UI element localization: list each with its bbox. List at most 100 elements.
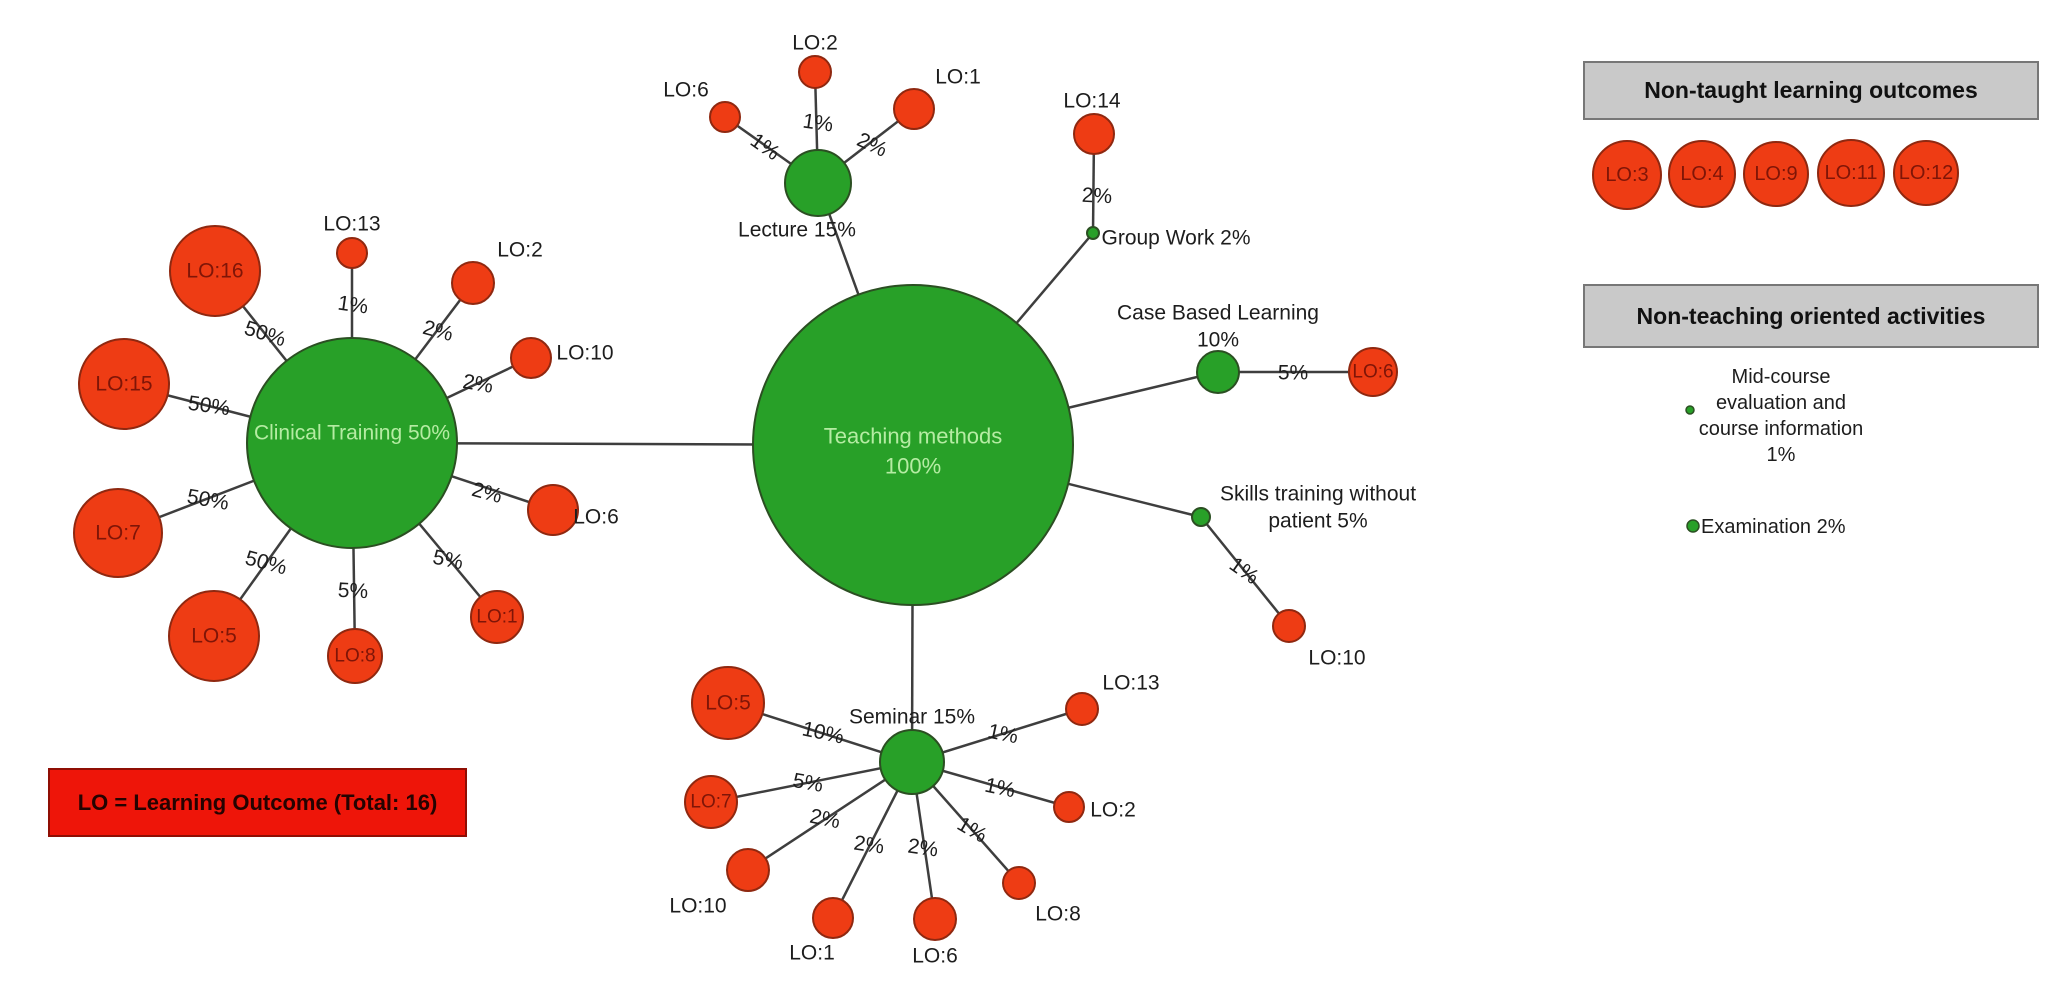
hub-label-group-work: Group Work 2% — [1102, 227, 1251, 250]
satellite-seminar-lo-5 — [691, 666, 765, 740]
hub-label-skills-training: patient 5% — [1268, 510, 1367, 533]
satellite-label-lecture-lo-1: LO:1 — [935, 66, 981, 89]
satellite-lecture-lo-1 — [893, 88, 935, 130]
pct-label-clinical-training-lo-13: 1% — [336, 291, 369, 318]
satellite-clinical-training-lo-2 — [451, 261, 495, 305]
pct-label-seminar-lo-6: 2% — [906, 834, 939, 861]
non-taught-circle-2 — [1668, 140, 1736, 208]
satellite-label-seminar-lo-10: LO:10 — [669, 895, 726, 918]
pct-label-clinical-training-lo-8: 5% — [337, 579, 369, 604]
non-taught-circle-4 — [1817, 139, 1885, 207]
pct-label-seminar-lo-7: 5% — [791, 769, 825, 797]
satellite-label-seminar-lo-2: LO:2 — [1090, 799, 1136, 822]
hub-label-teaching-methods: Teaching methods — [824, 424, 1003, 449]
satellite-seminar-lo-8 — [1002, 866, 1036, 900]
hub-teaching-methods — [752, 284, 1074, 606]
satellite-label-clinical-training-lo-7: LO:7 — [95, 522, 141, 545]
non-teaching-activities-header: Non-teaching oriented activities — [1583, 284, 2039, 348]
activity-label-mid-course-evaluation: course information — [1699, 418, 1864, 440]
satellite-label-clinical-training-lo-8: LO:8 — [334, 646, 375, 667]
pct-label-clinical-training-lo-2: 2% — [420, 316, 455, 346]
satellite-label-clinical-training-lo-15: LO:15 — [95, 373, 152, 396]
hub-seminar — [879, 729, 945, 795]
non-taught-outcomes-title: Non-taught learning outcomes — [1644, 77, 1978, 103]
pct-label-seminar-lo-8: 1% — [953, 812, 991, 847]
pct-label-clinical-training-lo-16: 50% — [241, 317, 288, 352]
satellite-clinical-training-lo-16 — [169, 225, 261, 317]
satellite-label-seminar-lo-8: LO:8 — [1035, 903, 1081, 926]
legend-note-text: LO = Learning Outcome (Total: 16) — [77, 789, 438, 815]
pct-label-clinical-training-lo-1: 5% — [431, 546, 465, 575]
satellite-clinical-training-lo-10 — [510, 337, 552, 379]
pct-label-seminar-lo-2: 1% — [983, 774, 1017, 803]
legend-note-box: LO = Learning Outcome (Total: 16) — [48, 768, 467, 837]
non-taught-label-1: LO:3 — [1605, 164, 1648, 186]
satellite-label-case-based-learning-lo-6: LO:6 — [1352, 362, 1393, 383]
hub-group-work — [1086, 226, 1100, 240]
satellite-label-clinical-training-lo-10: LO:10 — [556, 342, 613, 365]
satellite-lecture-lo-6 — [709, 101, 741, 133]
edge-skills-training-lo-10 — [1200, 516, 1290, 627]
satellite-seminar-lo-1 — [812, 897, 854, 939]
pct-label-clinical-training-lo-6: 2% — [469, 478, 504, 508]
hub-skills-training — [1191, 507, 1211, 527]
satellite-label-group-work-lo-14: LO:14 — [1063, 90, 1121, 113]
hub-label-teaching-methods: 100% — [885, 454, 941, 479]
hub-label-case-based-learning: Case Based Learning — [1117, 302, 1319, 325]
activity-dot-examination — [1686, 519, 1700, 533]
edge-seminar-lo-7 — [710, 760, 913, 804]
hub-label-lecture: Lecture 15% — [738, 219, 856, 242]
satellite-label-clinical-training-lo-1: LO:1 — [476, 607, 517, 628]
satellite-clinical-training-lo-5 — [168, 590, 260, 682]
pct-label-seminar-lo-13: 1% — [986, 720, 1020, 749]
activity-dot-mid-course-evaluation — [1685, 405, 1695, 415]
satellite-clinical-training-lo-8 — [327, 628, 383, 684]
pct-label-case-based-learning-lo-6: 5% — [1278, 362, 1308, 385]
satellite-seminar-lo-10 — [726, 848, 770, 892]
pct-label-seminar-lo-1: 2% — [852, 831, 885, 858]
non-taught-circle-1 — [1592, 140, 1662, 210]
pct-label-seminar-lo-5: 10% — [800, 717, 846, 748]
satellite-label-clinical-training-lo-5: LO:5 — [191, 625, 237, 648]
satellite-seminar-lo-6 — [913, 897, 957, 941]
hub-label-case-based-learning: 10% — [1197, 329, 1239, 352]
satellite-label-seminar-lo-13: LO:13 — [1102, 672, 1159, 695]
satellite-lecture-lo-2 — [798, 55, 832, 89]
hub-label-skills-training: Skills training without — [1220, 483, 1416, 506]
activity-label-mid-course-evaluation: 1% — [1767, 444, 1796, 466]
satellite-label-clinical-training-lo-16: LO:16 — [186, 260, 243, 283]
non-taught-label-3: LO:9 — [1754, 163, 1797, 185]
hub-label-seminar: Seminar 15% — [849, 706, 975, 729]
pct-label-clinical-training-lo-7: 50% — [185, 485, 230, 515]
non-taught-label-5: LO:12 — [1899, 162, 1953, 184]
satellite-seminar-lo-2 — [1053, 791, 1085, 823]
non-taught-circle-3 — [1743, 141, 1809, 207]
hub-label-clinical-training: Clinical Training 50% — [254, 422, 450, 445]
non-teaching-activities-title: Non-teaching oriented activities — [1636, 302, 1986, 329]
pct-label-skills-training-lo-10: 1% — [1225, 553, 1263, 589]
satellite-label-seminar-lo-1: LO:1 — [789, 942, 835, 965]
pct-label-clinical-training-lo-15: 50% — [187, 392, 232, 421]
hub-lecture — [784, 149, 852, 217]
non-taught-label-2: LO:4 — [1680, 163, 1723, 185]
satellite-group-work-lo-14 — [1073, 113, 1115, 155]
activity-label-examination: Examination 2% — [1701, 516, 1846, 538]
pct-label-lecture-lo-6: 1% — [746, 129, 784, 165]
satellite-label-clinical-training-lo-6: LO:6 — [573, 506, 619, 529]
pct-label-group-work-lo-14: 2% — [1081, 184, 1113, 209]
pct-label-clinical-training-lo-5: 50% — [243, 546, 290, 579]
satellite-clinical-training-lo-1 — [470, 590, 524, 644]
satellite-label-seminar-lo-7: LO:7 — [690, 792, 731, 813]
satellite-skills-training-lo-10 — [1272, 609, 1306, 643]
satellite-label-clinical-training-lo-2: LO:2 — [497, 239, 543, 262]
pct-label-lecture-lo-2: 1% — [801, 109, 834, 136]
satellite-case-based-learning-lo-6 — [1348, 347, 1398, 397]
satellite-label-clinical-training-lo-13: LO:13 — [323, 213, 380, 236]
non-taught-label-4: LO:11 — [1825, 162, 1878, 184]
satellite-label-lecture-lo-6: LO:6 — [663, 79, 709, 102]
satellite-clinical-training-lo-7 — [73, 488, 163, 578]
satellite-label-seminar-lo-5: LO:5 — [705, 692, 751, 715]
activity-label-mid-course-evaluation: evaluation and — [1716, 392, 1846, 414]
satellite-label-skills-training-lo-10: LO:10 — [1308, 647, 1365, 670]
